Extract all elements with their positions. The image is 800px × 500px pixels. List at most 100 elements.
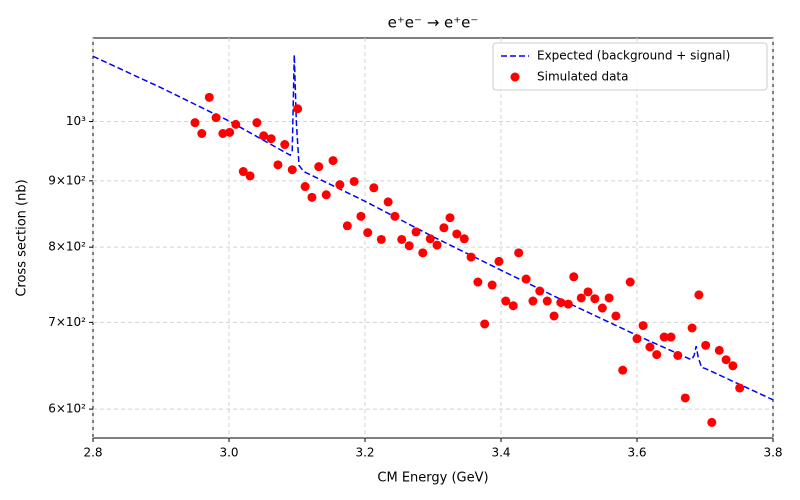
data-point [632, 334, 642, 344]
data-point [397, 234, 407, 244]
data-point [356, 211, 366, 221]
data-point [439, 223, 449, 233]
x-axis-label: CM Energy (GeV) [377, 471, 488, 486]
data-point [383, 197, 393, 207]
data-point [597, 303, 607, 313]
data-point [673, 350, 683, 360]
data-point [549, 311, 559, 321]
marks [92, 54, 774, 427]
data-point [218, 129, 228, 139]
data-point [466, 252, 476, 262]
data-point [701, 340, 711, 350]
expected-line [92, 54, 774, 401]
data-point [273, 160, 283, 170]
data-point [300, 182, 310, 192]
data-point [735, 383, 745, 393]
data-point [266, 134, 276, 144]
data-point [687, 323, 697, 333]
data-point [293, 104, 303, 114]
data-point [314, 162, 324, 172]
x-tick-label: 3.6 [627, 446, 646, 460]
data-point [418, 248, 428, 258]
data-point [459, 234, 469, 244]
data-point [666, 332, 676, 342]
data-point [252, 118, 262, 128]
legend-box [492, 42, 768, 91]
data-point [576, 293, 586, 303]
data-point [638, 321, 648, 331]
data-point [707, 417, 717, 427]
data-point [245, 171, 255, 181]
data-point [204, 92, 214, 102]
data-point [480, 319, 490, 329]
data-point [432, 240, 442, 250]
data-point [445, 213, 455, 223]
data-point [390, 211, 400, 221]
legend: Expected (background + signal) Simulated … [492, 42, 768, 91]
x-tick-label: 3.8 [763, 446, 782, 460]
x-tick-label: 3.2 [355, 446, 374, 460]
data-point [197, 129, 207, 139]
data-point [473, 277, 483, 287]
data-point [376, 234, 386, 244]
data-point [280, 140, 290, 150]
data-point [363, 228, 373, 238]
data-point [583, 287, 593, 297]
data-point [556, 298, 566, 308]
data-point [508, 301, 518, 311]
data-point [342, 221, 352, 231]
data-point [542, 296, 552, 306]
data-point [238, 167, 248, 177]
data-point [521, 274, 531, 284]
data-point [528, 296, 538, 306]
grid: 2.8 3.0 3.2 3.4 3.6 3.8 6×10² 7×10² 8×10² 9×10² 10… [48, 38, 783, 460]
data-point [590, 294, 600, 304]
data-point [604, 293, 614, 303]
data-point [563, 299, 573, 309]
data-point [652, 350, 662, 360]
x-tick-label: 3.4 [491, 446, 510, 460]
y-tick-label: 6×10² [48, 402, 86, 416]
y-tick-label: 8×10² [48, 240, 86, 254]
data-point [659, 332, 669, 342]
data-point [349, 176, 359, 186]
data-point [611, 311, 621, 321]
data-point [369, 183, 379, 193]
legend-label: Expected (background + signal) [537, 49, 730, 63]
data-point [625, 277, 635, 287]
data-point [328, 156, 338, 166]
x-tick-label: 2.8 [83, 446, 102, 460]
data-point [190, 118, 200, 128]
data-point [645, 342, 655, 352]
data-point [411, 227, 421, 237]
data-point [501, 296, 511, 306]
data-point [287, 165, 297, 175]
data-point [494, 256, 504, 266]
data-point [728, 361, 738, 371]
x-tick-label: 3.0 [219, 446, 238, 460]
y-tick-label: 9×10² [48, 173, 86, 187]
data-point [225, 127, 235, 137]
data-point [680, 393, 690, 403]
data-point [535, 286, 545, 296]
data-point [569, 272, 579, 282]
data-point [714, 345, 724, 355]
legend-swatch [510, 72, 520, 82]
data-point [514, 248, 524, 258]
data-point [335, 180, 345, 190]
data-point [321, 190, 331, 200]
data-point [487, 280, 497, 290]
data-point [452, 229, 462, 239]
data-point [307, 192, 317, 202]
data-point [425, 234, 435, 244]
data-point [231, 119, 241, 129]
data-point [404, 241, 414, 251]
y-tick-label: 10³ [66, 114, 86, 128]
y-axis-label: Cross section (nb) [15, 179, 30, 296]
chart-title: e⁺e⁻ → e⁺e⁻ [388, 14, 479, 32]
data-point [211, 113, 221, 123]
data-point [618, 365, 628, 375]
y-tick-label: 7×10² [48, 315, 86, 329]
data-point [259, 131, 269, 141]
